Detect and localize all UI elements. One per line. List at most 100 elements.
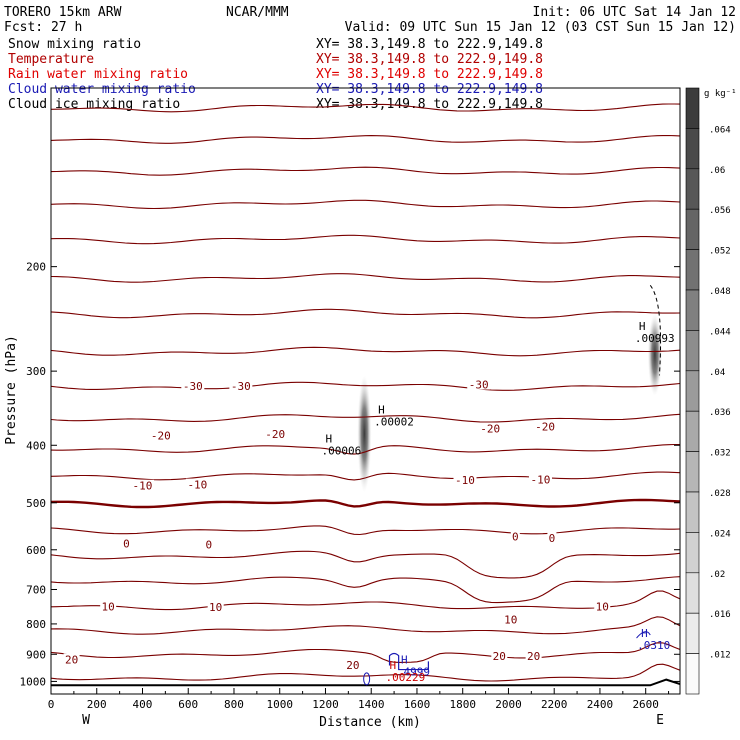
cloud-ice-region-1 <box>647 313 662 396</box>
cloud-water-contour <box>388 652 429 671</box>
isotherm-label: 20 <box>527 650 540 663</box>
isotherm--55 <box>51 134 680 144</box>
isotherm-label: -30 <box>231 380 251 393</box>
isotherm-label: -10 <box>455 474 475 487</box>
x-tick-label: 1200 <box>312 698 339 711</box>
isotherm--45 <box>51 199 680 210</box>
colorbar-swatch <box>685 208 700 250</box>
x-tick-label: 600 <box>178 698 198 711</box>
x-tick-label: 0 <box>48 698 55 711</box>
colorbar-swatch <box>685 572 700 614</box>
y-tick-label: 900 <box>26 648 46 661</box>
colorbar-swatch <box>685 370 700 412</box>
isotherm-label-bg <box>121 537 131 549</box>
colorbar-level: .064 <box>709 125 731 135</box>
isotherm-label-bg <box>491 649 508 661</box>
isotherm-10 <box>51 550 680 579</box>
colorbar-swatch <box>685 87 700 129</box>
colorbar-level: .044 <box>709 327 731 337</box>
isotherm-35 <box>51 663 680 682</box>
isotherm-label: -30 <box>469 379 489 392</box>
snow-contour <box>649 284 662 376</box>
x-tick-label: 200 <box>87 698 107 711</box>
extremum-symbol: H <box>325 432 332 445</box>
isotherm--35 <box>51 273 680 283</box>
isotherm-label-bg <box>467 378 491 390</box>
isotherm-0 <box>51 498 680 509</box>
y-tick-label: 600 <box>26 544 46 557</box>
isotherm-label-bg <box>181 380 205 392</box>
isotherm-25 <box>51 616 680 635</box>
isotherm-label: -20 <box>535 421 555 434</box>
isotherm-label: -10 <box>531 474 551 487</box>
isotherm-label: 0 <box>206 539 213 552</box>
cloud-water-east-contour <box>636 631 651 639</box>
colorbar-swatch <box>685 330 700 372</box>
isotherm-label-bg <box>149 429 173 441</box>
hydrometeor-contours <box>51 284 680 687</box>
colorbar-swatch <box>685 289 700 331</box>
isotherm-label: 20 <box>346 659 359 672</box>
y-tick-label: 1000 <box>20 675 47 688</box>
cloud-ice-region-0 <box>357 375 372 493</box>
isotherm-label: 20 <box>493 650 506 663</box>
extremum-symbol: H <box>641 627 648 640</box>
isotherm-label: -20 <box>265 428 285 441</box>
colorbar-swatch <box>685 249 700 291</box>
isotherm-label: 10 <box>504 613 517 626</box>
isotherm--5 <box>51 471 680 481</box>
isotherm-label-bg <box>263 428 287 440</box>
isotherm--10 <box>51 443 680 455</box>
isotherm--60 <box>51 103 680 113</box>
isotherm--15 <box>51 413 680 423</box>
colorbar-swatch <box>685 612 700 654</box>
legend-temperature-xy: XY= 38.3,149.8 to 222.9,149.8 <box>316 52 543 67</box>
y-tick-label: 200 <box>26 261 46 274</box>
x-tick-label: 400 <box>133 698 153 711</box>
colorbar-level: .06 <box>709 166 725 176</box>
colorbar-level: .032 <box>709 449 731 459</box>
isotherm-label: 10 <box>596 601 609 614</box>
plot-frame <box>50 87 681 695</box>
isotherm-label-bg <box>130 479 154 491</box>
isotherm-label: -10 <box>187 479 207 492</box>
x-tick-label: 800 <box>224 698 244 711</box>
colorbar-swatch <box>685 168 700 210</box>
extremum-symbol: H <box>390 659 397 672</box>
isotherm-label-bg <box>207 600 224 612</box>
axes: 0 200 400 600 800 1000 1200 1400 1600 1800 2000 220… <box>20 261 680 711</box>
isotherm--50 <box>51 166 680 176</box>
isotherm-label-bg <box>525 649 542 661</box>
temperature-isotherms <box>51 103 680 682</box>
extremum-value: .00006 <box>321 444 361 457</box>
x-axis-west-label: W <box>82 713 90 728</box>
isotherm-label-bg <box>63 653 80 665</box>
isotherm--20 <box>51 381 680 391</box>
legend-cloud-water-name: Cloud water mixing ratio <box>8 82 196 97</box>
isotherm-label-bg <box>453 474 477 486</box>
legend-cloud-ice-xy: XY= 38.3,149.8 to 222.9,149.8 <box>316 97 543 112</box>
cloud-water-blob <box>363 672 371 686</box>
y-tick-label: 400 <box>26 439 46 452</box>
isotherm-label-bg <box>533 420 557 432</box>
colorbar-level: .02 <box>709 570 725 580</box>
isotherm-label: 10 <box>102 601 115 614</box>
isotherm-label: -10 <box>133 480 153 493</box>
x-tick-label: 1600 <box>404 698 431 711</box>
colorbar-level: .048 <box>709 287 731 297</box>
isotherm-label-bg <box>185 478 209 490</box>
legend-temperature-name: Temperature <box>8 52 94 67</box>
colorbar-level: .024 <box>709 529 731 539</box>
isotherm-label-bg <box>594 600 611 612</box>
isotherm-label: -20 <box>151 429 171 442</box>
center-title: NCAR/MMM <box>226 5 289 20</box>
colorbar-swatch <box>685 451 700 493</box>
colorbar-swatch <box>685 653 700 695</box>
extremum-symbol: H <box>401 654 408 667</box>
legend-rain-xy: XY= 38.3,149.8 to 222.9,149.8 <box>316 67 543 82</box>
colorbar-level: .04 <box>709 368 725 378</box>
isotherm-label-bg <box>528 473 552 485</box>
x-tick-label: 2400 <box>587 698 614 711</box>
